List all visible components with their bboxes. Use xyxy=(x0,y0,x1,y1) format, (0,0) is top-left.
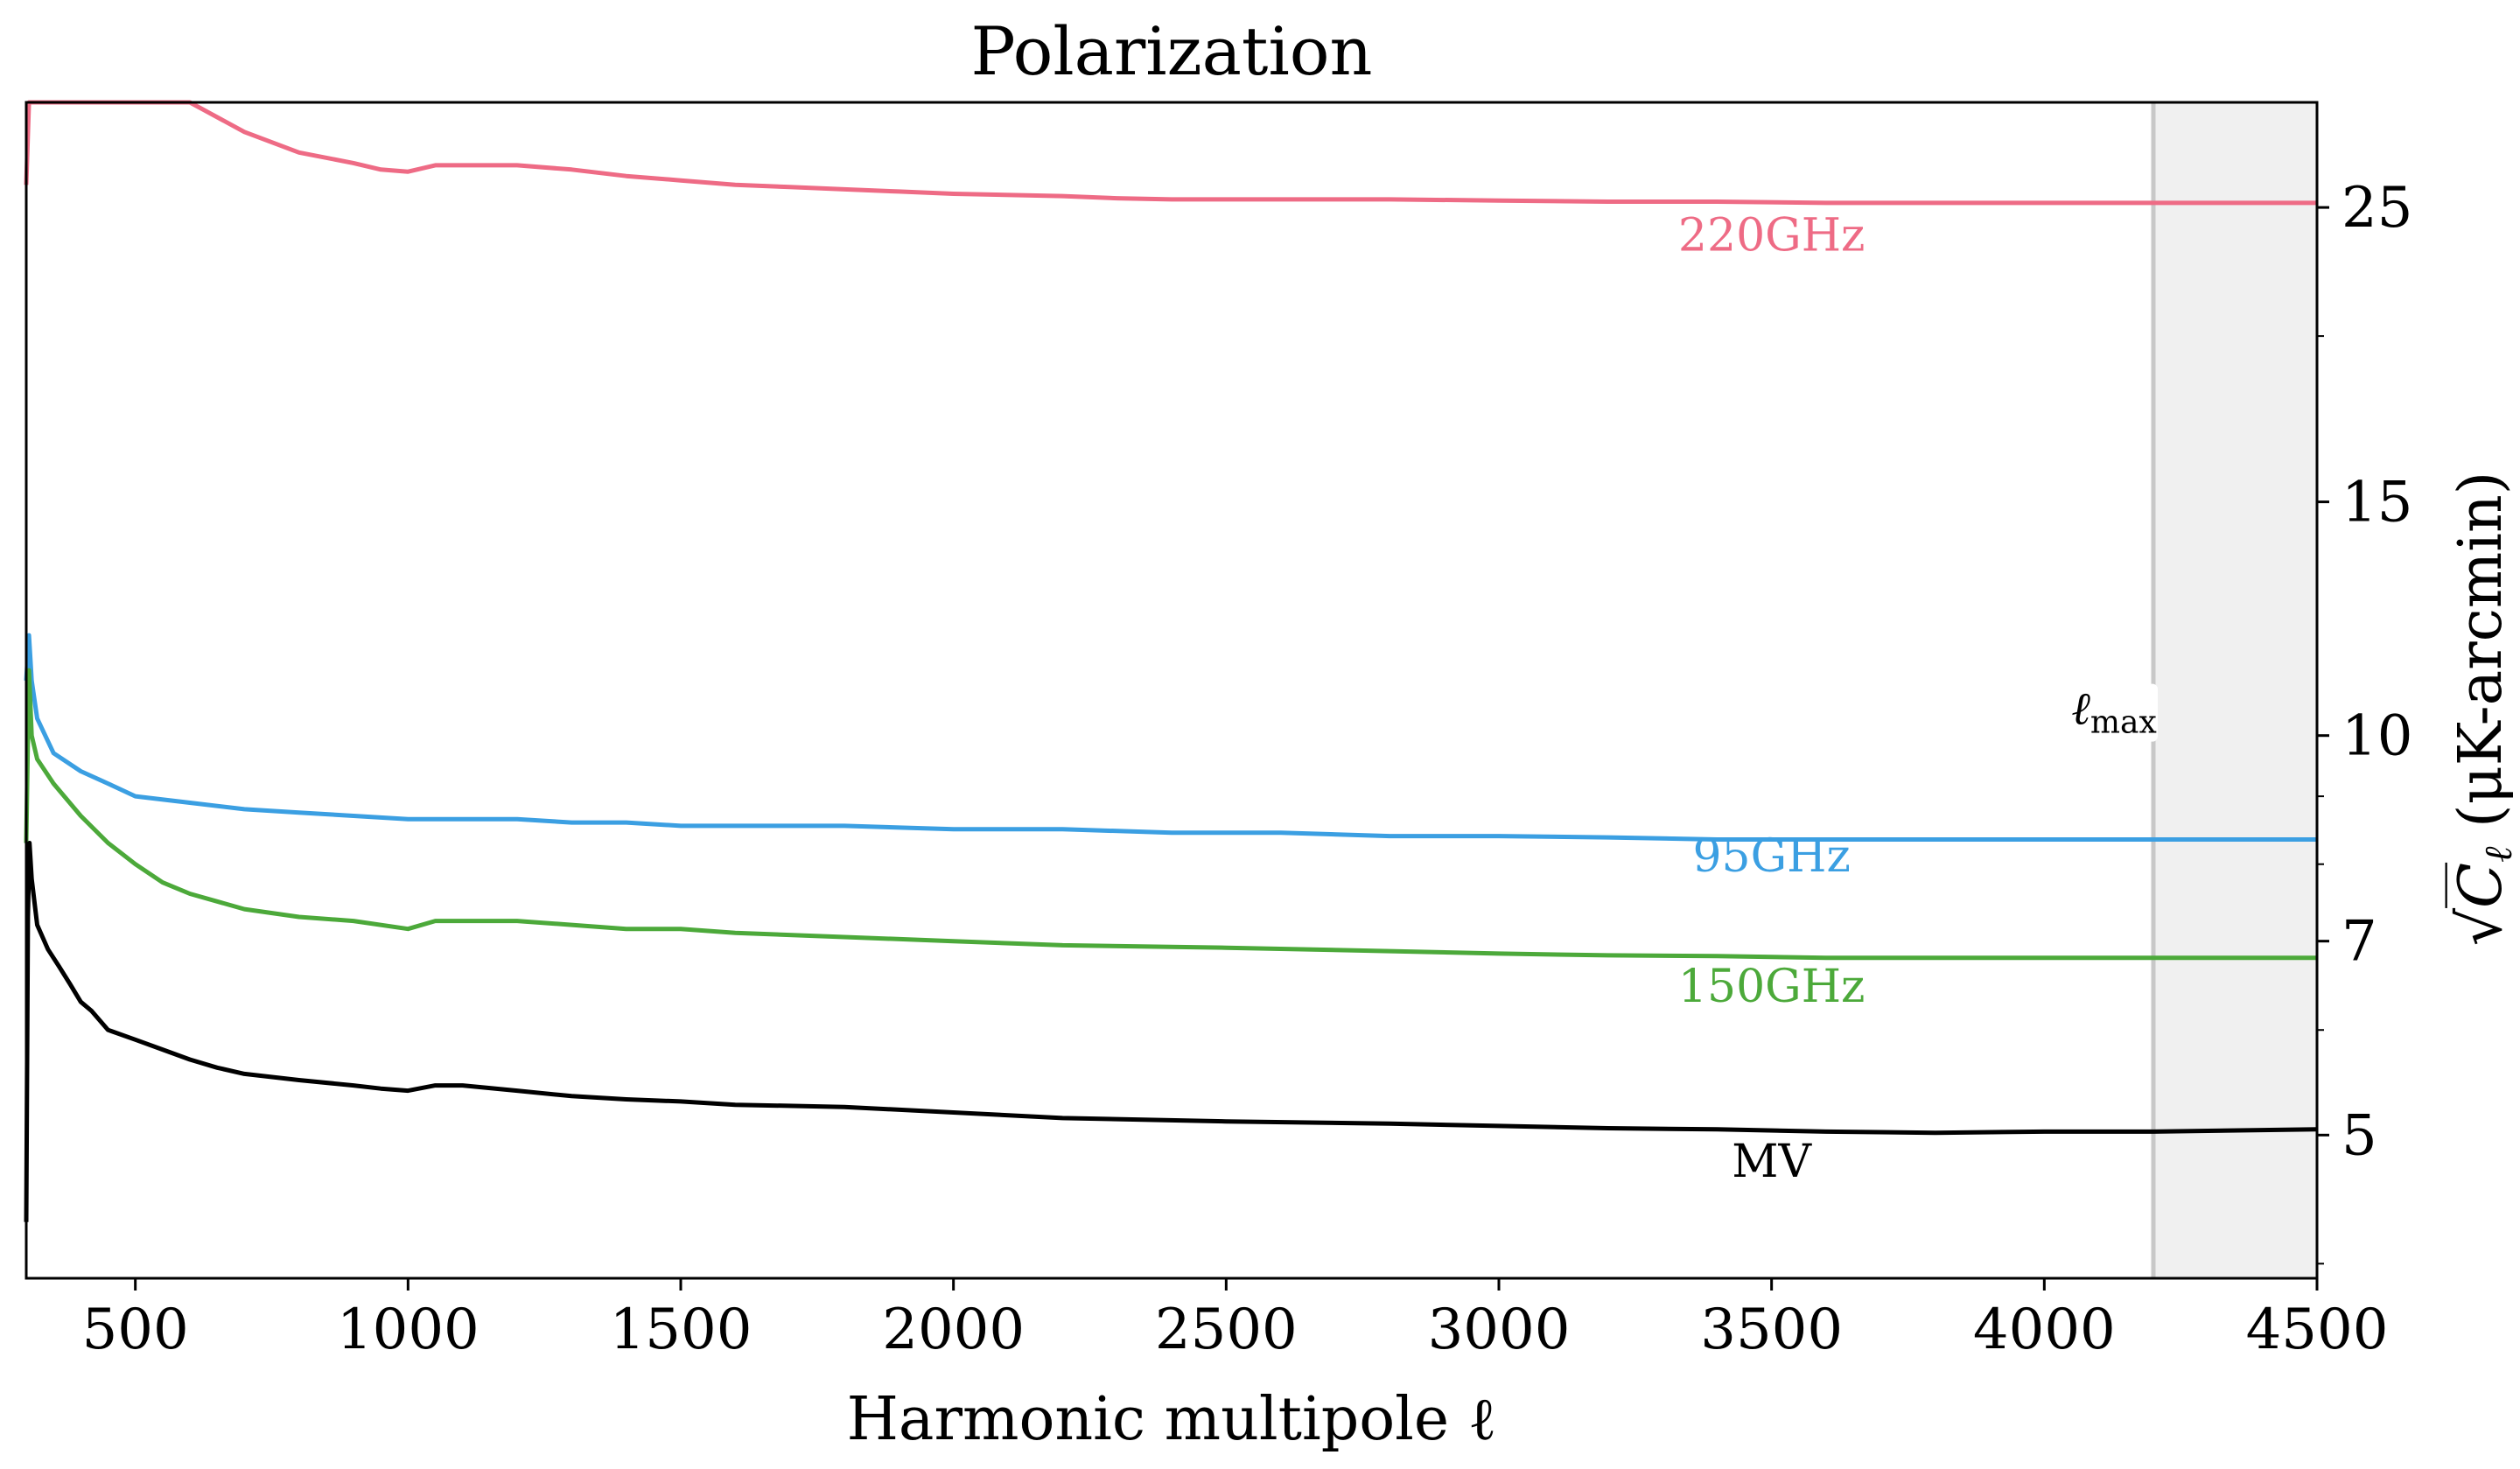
y-axis-label-c: C xyxy=(2446,863,2516,908)
plot-frame xyxy=(24,101,2319,1280)
y-tick-label: 25 xyxy=(2342,176,2412,241)
series-line-220ghz xyxy=(24,100,2317,206)
series-line-mv xyxy=(24,841,2318,1222)
x-tick-label: 4000 xyxy=(1973,1298,2116,1362)
series-label-220ghz: 220GHz xyxy=(1678,209,1866,262)
x-tick-label: 3500 xyxy=(1700,1298,1843,1362)
lmax-label: ℓmax xyxy=(2070,683,2158,742)
y-axis-label-sqrt: √ xyxy=(2446,907,2516,946)
y-tick-label: 7 xyxy=(2342,910,2377,975)
series-label-mv: MV xyxy=(1732,1136,1812,1188)
series-label-150ghz: 150GHz xyxy=(1678,961,1866,1013)
x-tick-label: 4500 xyxy=(2246,1298,2389,1362)
series-label-95ghz: 95GHz xyxy=(1692,830,1850,883)
x-tick-label: 500 xyxy=(82,1298,189,1362)
y-axis-label-sub: ℓ xyxy=(2476,846,2520,863)
y-tick-label: 10 xyxy=(2342,704,2412,769)
series-labels: 220GHz 95GHz 150GHz MV xyxy=(1678,209,1866,1188)
lmax-label-bg xyxy=(2070,683,2158,742)
series-line-150ghz xyxy=(24,668,2317,961)
y-axis-label: √Cℓ (μK-arcmin) xyxy=(2446,472,2520,947)
x-tick-label: 2000 xyxy=(882,1298,1025,1362)
x-tick-label: 3000 xyxy=(1428,1298,1571,1362)
x-axis-ticks: 500 1000 1500 2000 2500 3000 3500 4000 4500 xyxy=(82,1278,2389,1362)
y-tick-label: 15 xyxy=(2342,471,2412,535)
x-tick-label: 1500 xyxy=(610,1298,752,1362)
y-axis-ticks: 5 7 10 15 25 xyxy=(2317,176,2412,1265)
lmax-shade xyxy=(2153,102,2317,1278)
x-tick-label: 2500 xyxy=(1155,1298,1298,1362)
lmax-label-main: ℓ xyxy=(2071,683,2090,736)
chart-title: Polarization xyxy=(971,12,1373,90)
x-axis-label: Harmonic multipole ℓ xyxy=(847,1385,1497,1454)
y-axis-label-units: (μK-arcmin) xyxy=(2446,472,2516,847)
y-tick-label: 5 xyxy=(2342,1103,2377,1168)
x-tick-label: 1000 xyxy=(337,1298,480,1362)
series-layer xyxy=(24,100,2318,1222)
series-line-95ghz xyxy=(24,633,2317,842)
lmax-label-text: ℓmax xyxy=(2071,683,2157,741)
lmax-label-sub: max xyxy=(2090,705,2157,741)
